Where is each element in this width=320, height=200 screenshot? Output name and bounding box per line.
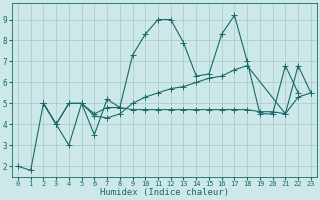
X-axis label: Humidex (Indice chaleur): Humidex (Indice chaleur) xyxy=(100,188,229,197)
